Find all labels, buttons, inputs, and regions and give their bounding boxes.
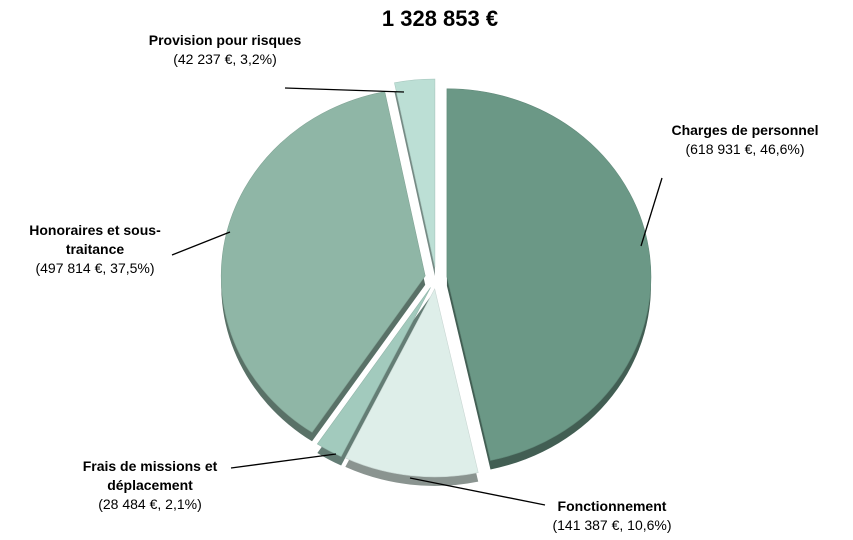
- value-label: (141 387 €, 10,6%): [552, 517, 672, 533]
- value-label: (42 237 €, 3,2%): [173, 51, 277, 67]
- slice-label: Honoraires et sous-traitance (497 814 €, …: [10, 221, 180, 278]
- category-label: Frais de missions et déplacement: [82, 458, 218, 493]
- slice-label: Frais de missions et déplacement (28 484 …: [65, 457, 235, 514]
- value-label: (28 484 €, 2,1%): [98, 496, 202, 512]
- slice: [344, 288, 479, 478]
- leader-line: [640, 177, 663, 247]
- category-label: Charges de personnel: [671, 122, 819, 138]
- leader-line: [171, 231, 231, 256]
- category-label: Honoraires et sous-traitance: [29, 222, 161, 257]
- chart-title: 1 328 853 €: [381, 6, 499, 31]
- slice-label: Provision pour risques (42 237 €, 3,2%): [140, 31, 310, 69]
- value-label: (497 814 €, 37,5%): [35, 260, 155, 276]
- slice: [446, 88, 652, 461]
- slice-label: Fonctionnement (141 387 €, 10,6%): [527, 497, 697, 535]
- leader-line: [284, 87, 405, 93]
- category-label: Fonctionnement: [557, 498, 667, 514]
- slice: [394, 78, 436, 268]
- slice: [316, 287, 431, 457]
- value-label: (618 931 €, 46,6%): [685, 141, 805, 157]
- leader-line: [409, 477, 546, 506]
- slice-label: Charges de personnel (618 931 €, 46,6%): [660, 121, 830, 159]
- leader-line: [230, 453, 337, 469]
- category-label: Provision pour risques: [148, 32, 302, 48]
- slice: [220, 91, 426, 433]
